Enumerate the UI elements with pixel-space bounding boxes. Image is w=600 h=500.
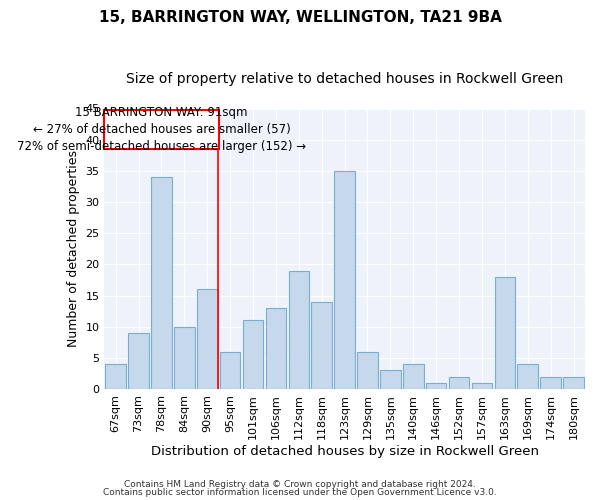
Bar bbox=[197, 290, 218, 389]
Bar bbox=[380, 370, 401, 389]
Bar bbox=[472, 383, 492, 389]
Bar bbox=[220, 352, 241, 389]
Bar bbox=[517, 364, 538, 389]
Bar bbox=[541, 376, 561, 389]
Bar bbox=[494, 277, 515, 389]
Bar bbox=[311, 302, 332, 389]
Bar bbox=[563, 376, 584, 389]
Bar bbox=[128, 333, 149, 389]
Bar bbox=[151, 177, 172, 389]
Bar bbox=[174, 326, 194, 389]
FancyBboxPatch shape bbox=[104, 110, 218, 149]
Bar bbox=[449, 376, 469, 389]
Bar bbox=[403, 364, 424, 389]
Bar bbox=[266, 308, 286, 389]
Bar bbox=[357, 352, 378, 389]
Text: 15 BARRINGTON WAY: 91sqm
← 27% of detached houses are smaller (57)
72% of semi-d: 15 BARRINGTON WAY: 91sqm ← 27% of detach… bbox=[17, 106, 306, 153]
Bar bbox=[106, 364, 126, 389]
X-axis label: Distribution of detached houses by size in Rockwell Green: Distribution of detached houses by size … bbox=[151, 444, 539, 458]
Y-axis label: Number of detached properties: Number of detached properties bbox=[67, 150, 80, 348]
Text: 15, BARRINGTON WAY, WELLINGTON, TA21 9BA: 15, BARRINGTON WAY, WELLINGTON, TA21 9BA bbox=[98, 10, 502, 25]
Bar bbox=[334, 171, 355, 389]
Title: Size of property relative to detached houses in Rockwell Green: Size of property relative to detached ho… bbox=[126, 72, 563, 86]
Text: Contains public sector information licensed under the Open Government Licence v3: Contains public sector information licen… bbox=[103, 488, 497, 497]
Bar bbox=[426, 383, 446, 389]
Bar bbox=[289, 270, 309, 389]
Bar bbox=[243, 320, 263, 389]
Text: Contains HM Land Registry data © Crown copyright and database right 2024.: Contains HM Land Registry data © Crown c… bbox=[124, 480, 476, 489]
